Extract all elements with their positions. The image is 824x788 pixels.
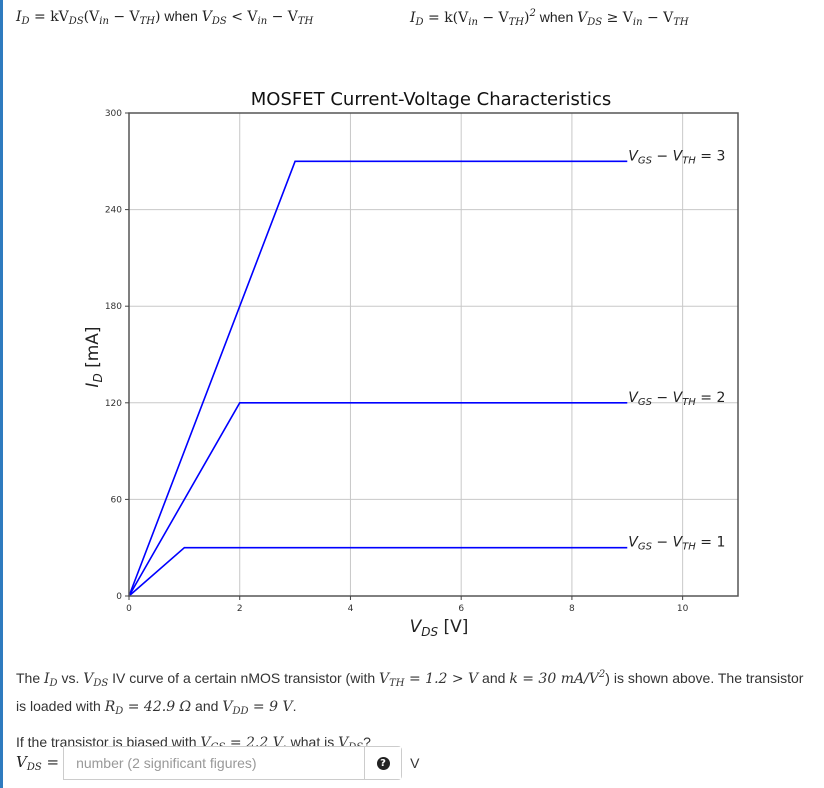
math: V [200, 735, 211, 751]
math: V [338, 735, 349, 751]
answer-row: VDS = ? V [16, 746, 419, 780]
formula-sub: D [21, 16, 30, 27]
math: R [104, 699, 116, 715]
series-line [128, 401, 628, 597]
formula-text: ) [155, 9, 161, 25]
math: = 9 V [248, 699, 293, 715]
saturation-formula: ID = k(Vin − VTH)2 when VDS ≥ Vin − VTH [410, 8, 689, 28]
formula-when: when [160, 8, 202, 24]
text: ) is shown above. The transistor is load… [16, 670, 804, 714]
formula-text: − V [267, 9, 298, 25]
math-sub: DS [93, 678, 109, 689]
y-tick-label: 120 [105, 399, 122, 409]
help-button[interactable]: ? [364, 747, 402, 779]
text: IV curve of a certain nMOS transistor (w… [108, 670, 380, 686]
math: V [379, 671, 390, 687]
answer-input-group: ? [63, 746, 403, 780]
y-tick-label: 240 [105, 206, 122, 216]
formula-sup: 2 [529, 8, 536, 19]
series-line [128, 160, 628, 597]
formula-sub: TH [508, 17, 525, 28]
x-tick-label: 0 [126, 604, 132, 614]
chart-series [128, 160, 628, 597]
formula-text: I [16, 9, 22, 25]
left-accent-border [0, 0, 3, 788]
iv-curve-chart: MOSFET Current-Voltage Characteristics 0… [60, 84, 760, 644]
text: and [191, 698, 223, 714]
chart-grid [128, 112, 738, 597]
series-labels: VGS − VTH = 1 VGS − VTH = 2 VGS − VTH = 3 [628, 148, 725, 552]
formula-sub: TH [673, 17, 689, 28]
text: vs. [57, 670, 84, 686]
y-tick-label: 180 [105, 302, 122, 312]
chart-title: MOSFET Current-Voltage Characteristics [251, 89, 611, 110]
series-line [128, 546, 628, 597]
math: = 42.9 Ω [123, 699, 192, 715]
x-axis-label: VDS [V] [410, 617, 469, 639]
formula-sub: in [99, 16, 109, 27]
x-tick-label: 6 [458, 604, 464, 614]
y-axis-label: ID [mA] [83, 326, 105, 387]
formula-sub: TH [139, 16, 156, 27]
y-tick-label: 0 [116, 592, 122, 602]
text: . [292, 698, 297, 714]
math-sub: TH [389, 678, 405, 689]
x-tick-label: 4 [348, 604, 354, 614]
formula-sub: in [257, 16, 268, 27]
formula-text: V [577, 10, 588, 26]
math-sub: DD [232, 706, 249, 717]
math-sub: D [115, 706, 124, 717]
text: The [16, 670, 45, 686]
x-tick-label: 2 [237, 604, 243, 614]
unit-label: V [410, 755, 420, 771]
formula-text: < V [226, 9, 258, 25]
math-sup: 2 [598, 669, 606, 680]
formula-text: ≥ V [602, 10, 633, 26]
math: k = 30 mA/V [509, 671, 599, 687]
formula-sub: TH [297, 16, 314, 27]
formula-text: V [201, 9, 212, 25]
x-tick-label: 10 [677, 604, 689, 614]
formula-sub: in [632, 17, 643, 28]
answer-label: VDS = [16, 753, 59, 773]
y-tick-label: 300 [105, 109, 122, 119]
math: = 1.2 > V [404, 671, 479, 687]
text: and [478, 670, 510, 686]
formula-text: I [410, 10, 416, 26]
formula-text: − V [642, 10, 674, 26]
chart-canvas: MOSFET Current-Voltage Characteristics 0… [83, 89, 739, 639]
formula-sub: DS [211, 16, 227, 27]
series-label: VGS − VTH = 1 [628, 535, 725, 553]
series-label: VGS − VTH = 3 [628, 148, 725, 166]
formula-text: − V [108, 9, 140, 25]
formula-when: when [535, 9, 578, 25]
math: I [44, 671, 50, 687]
formula-sub: D [415, 17, 424, 28]
formula-text: = kV [29, 9, 69, 25]
axis-ticks: 0 2 4 6 8 10 0 60 120 180 240 300 [105, 109, 689, 614]
formula-text: (V [83, 9, 100, 25]
formula-text: = k(V [423, 10, 469, 26]
answer-label-eq: = [41, 753, 60, 771]
triode-formula: ID = kVDS(Vin − VTH) when VDS < Vin − VT… [16, 8, 313, 27]
text: ? [363, 734, 371, 750]
formula-sub: DS [68, 16, 84, 27]
question-paragraph-1: The ID vs. VDS IV curve of a certain nMO… [16, 664, 806, 723]
formula-sub: in [468, 17, 478, 28]
vds-answer-input[interactable] [64, 747, 365, 779]
math-sub: D [49, 678, 58, 689]
x-tick-label: 8 [569, 604, 575, 614]
question-circle-icon: ? [376, 756, 390, 770]
y-tick-label: 60 [111, 495, 123, 505]
math: V [83, 671, 94, 687]
formula-text: − V [477, 10, 509, 26]
formula-text: ) [524, 10, 530, 26]
math: V [222, 699, 233, 715]
plot-frame [128, 112, 739, 597]
answer-label-var: V [16, 753, 27, 771]
series-label: VGS − VTH = 2 [628, 390, 725, 408]
formula-sub: DS [587, 17, 603, 28]
answer-label-sub: DS [26, 762, 42, 773]
